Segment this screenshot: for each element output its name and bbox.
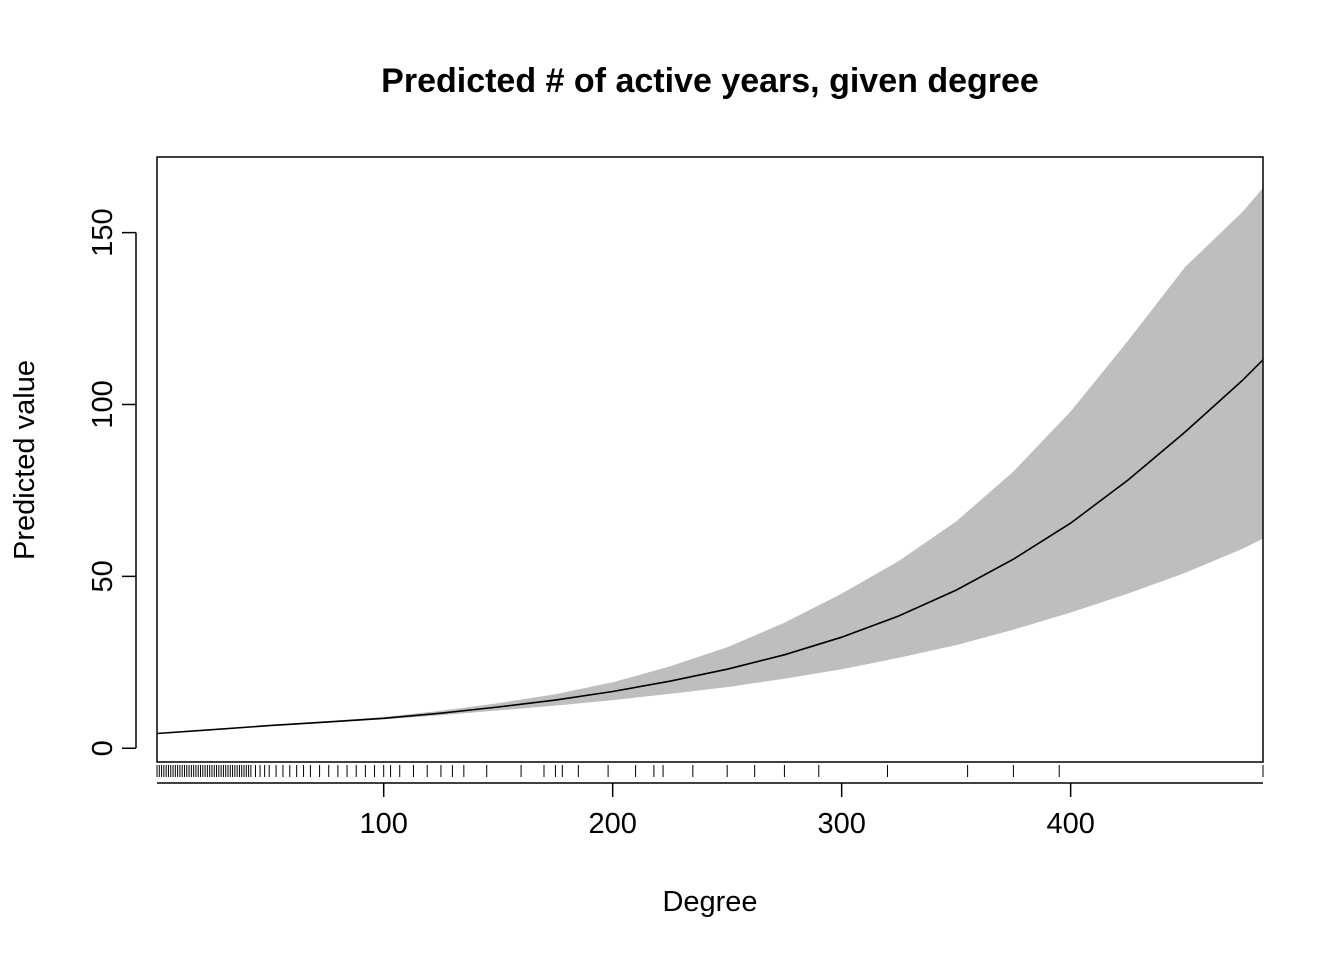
y-axis: 0 50 100 150 (87, 208, 137, 756)
x-tick-label: 200 (588, 808, 636, 840)
x-tick-label: 100 (360, 808, 408, 840)
x-axis: 100 200 300 400 (157, 782, 1263, 840)
x-tick-label: 300 (817, 808, 865, 840)
y-tick-label: 0 (87, 740, 119, 756)
chart-title: Predicted # of active years, given degre… (381, 62, 1039, 100)
rug-marks (156, 765, 1264, 777)
confidence-band (157, 187, 1263, 734)
y-tick-label: 50 (87, 560, 119, 592)
confidence-band-layer (157, 187, 1263, 734)
x-tick-label: 400 (1046, 808, 1094, 840)
plot-frame (156, 156, 1264, 763)
y-tick-label: 100 (87, 380, 119, 428)
y-tick-label: 150 (87, 208, 119, 256)
x-axis-label: Degree (662, 886, 757, 918)
prediction-line-layer (156, 359, 1264, 735)
prediction-line (156, 359, 1264, 735)
y-axis-label: Predicted value (9, 360, 41, 560)
